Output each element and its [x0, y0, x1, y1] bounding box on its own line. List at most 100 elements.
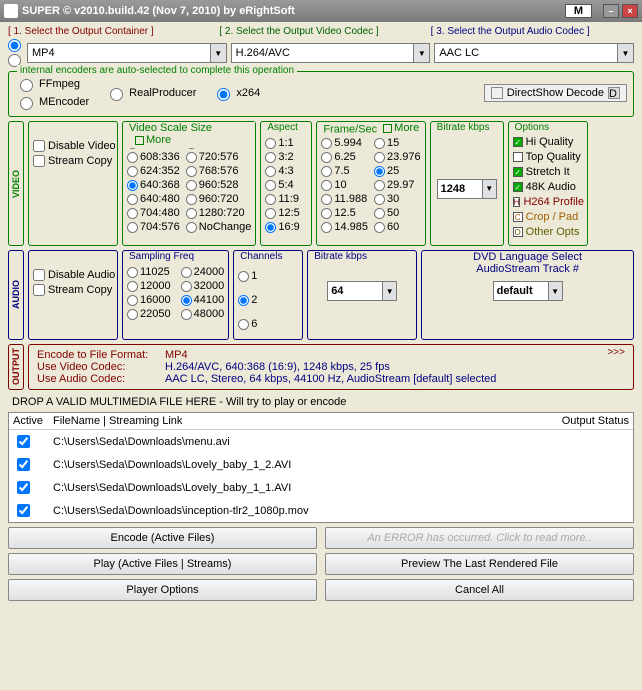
aspect-1-1[interactable]: 1:1 — [265, 136, 307, 150]
file-row[interactable]: C:\Users\Seda\Downloads\menu.avi — [9, 430, 633, 453]
freq-32000[interactable]: 32000 — [181, 279, 225, 293]
fps-10[interactable]: 10 — [321, 178, 368, 192]
audio-bitrate-select[interactable]: 64 ▼ — [327, 281, 397, 301]
opt-top-quality[interactable]: Top Quality — [513, 151, 583, 163]
chan-6[interactable]: 6 — [238, 317, 298, 331]
fps-header: Frame/Sec — [323, 124, 377, 136]
fps-5-994[interactable]: 5.994 — [321, 136, 368, 150]
disable-audio-checkbox[interactable] — [33, 269, 45, 281]
fps-25[interactable]: 25 — [374, 164, 421, 178]
chevron-down-icon[interactable]: ▼ — [210, 44, 226, 62]
scale-NoChange[interactable]: NoChange — [186, 220, 252, 234]
dvd-select[interactable]: default ▼ — [493, 281, 563, 301]
disable-video-checkbox[interactable] — [33, 140, 45, 152]
chevron-down-icon[interactable]: ▼ — [617, 44, 633, 62]
chevron-down-icon[interactable]: ▼ — [382, 282, 396, 300]
minimize-button[interactable]: – — [603, 4, 619, 18]
chan-2[interactable]: 2 — [238, 293, 298, 307]
opt-h264-profile[interactable]: HH264 Profile — [513, 196, 583, 208]
freq-24000[interactable]: 24000 — [181, 265, 225, 279]
cancel-all-button[interactable]: Cancel All — [325, 579, 634, 601]
fps-more[interactable]: More — [383, 122, 419, 134]
file-row[interactable]: C:\Users\Seda\Downloads\Lovely_baby_1_1.… — [9, 476, 633, 499]
acodec-select[interactable]: AAC LC ▼ — [434, 43, 634, 63]
aspect-12-5[interactable]: 12:5 — [265, 206, 307, 220]
scale-640-480[interactable]: 640:480 — [127, 192, 180, 206]
scale-704-480[interactable]: 704:480 — [127, 206, 180, 220]
freq-11025[interactable]: 11025 — [127, 265, 171, 279]
chan-1[interactable]: 1 — [238, 269, 298, 283]
container-radio-a[interactable] — [8, 39, 21, 52]
encoder-x264[interactable]: x264 — [212, 85, 260, 101]
aspect-11-9[interactable]: 11:9 — [265, 192, 307, 206]
freq-16000[interactable]: 16000 — [127, 293, 171, 307]
fps-11-988[interactable]: 11.988 — [321, 192, 368, 206]
file-active-checkbox[interactable] — [17, 435, 30, 448]
scale-more[interactable]: More — [135, 134, 171, 146]
aspect-header: Aspect — [265, 122, 300, 133]
aspect-3-2[interactable]: 3:2 — [265, 150, 307, 164]
fps-14-985[interactable]: 14.985 — [321, 220, 368, 234]
m-button[interactable]: M — [565, 4, 592, 18]
aspect-16-9[interactable]: 16:9 — [265, 220, 307, 234]
freq-44100[interactable]: 44100 — [181, 293, 225, 307]
file-active-checkbox[interactable] — [17, 481, 30, 494]
file-row[interactable]: C:\Users\Seda\Downloads\Lovely_baby_1_2.… — [9, 453, 633, 476]
fps-60[interactable]: 60 — [374, 220, 421, 234]
opt-stretch-it[interactable]: ✓Stretch It — [513, 166, 583, 178]
audio-stream-copy-checkbox[interactable] — [33, 284, 45, 296]
scale-960-720[interactable]: 960:720 — [186, 192, 252, 206]
fps-30[interactable]: 30 — [374, 192, 421, 206]
encoder-realproducer[interactable]: RealProducer — [105, 85, 196, 101]
encoder-mencoder[interactable]: MEncoder — [15, 94, 89, 110]
opt-crop-pad[interactable]: CCrop / Pad — [513, 211, 583, 223]
file-active-checkbox[interactable] — [17, 504, 30, 517]
scale-640-368[interactable]: 640:368 — [127, 178, 180, 192]
fps-15[interactable]: 15 — [374, 136, 421, 150]
freq-22050[interactable]: 22050 — [127, 307, 171, 321]
play-button[interactable]: Play (Active Files | Streams) — [8, 553, 317, 575]
fps-6-25[interactable]: 6.25 — [321, 150, 368, 164]
video-bitrate-select[interactable]: 1248 ▼ — [437, 179, 497, 199]
player-options-button[interactable]: Player Options — [8, 579, 317, 601]
video-bitrate-value: 1248 — [441, 183, 465, 195]
chevron-down-icon[interactable]: ▼ — [482, 180, 496, 198]
video-stream-copy-checkbox[interactable] — [33, 155, 45, 167]
file-row[interactable]: C:\Users\Seda\Downloads\inception-tlr2_1… — [9, 499, 633, 522]
opt-other-opts[interactable]: OOther Opts — [513, 226, 583, 238]
fps-12-5[interactable]: 12.5 — [321, 206, 368, 220]
freq-48000[interactable]: 48000 — [181, 307, 225, 321]
aspect-5-4[interactable]: 5:4 — [265, 178, 307, 192]
aspect-4-3[interactable]: 4:3 — [265, 164, 307, 178]
encode-button[interactable]: Encode (Active Files) — [8, 527, 317, 549]
file-active-checkbox[interactable] — [17, 458, 30, 471]
fps-29-97[interactable]: 29.97 — [374, 178, 421, 192]
opt-hi-quality[interactable]: ✓Hi Quality — [513, 136, 583, 148]
fps-7-5[interactable]: 7.5 — [321, 164, 368, 178]
scale-608-336[interactable]: 608:336 — [127, 150, 180, 164]
window-title: SUPER © v2010.build.42 (Nov 7, 2010) by … — [22, 5, 295, 17]
scale-960-528[interactable]: 960:528 — [186, 178, 252, 192]
scale-768-576[interactable]: 768:576 — [186, 164, 252, 178]
output-box: >>> Encode to File Format:MP4 Use Video … — [28, 344, 634, 390]
vcodec-select[interactable]: H.264/AVC ▼ — [231, 43, 431, 63]
container-value: MP4 — [32, 47, 55, 59]
opt-48k-audio[interactable]: ✓48K Audio — [513, 181, 583, 193]
directshow-decode-button[interactable]: DirectShow DecodeD — [484, 84, 627, 102]
video-bitrate-header: Bitrate kbps — [435, 122, 492, 133]
preview-button[interactable]: Preview The Last Rendered File — [325, 553, 634, 575]
scale-704-576[interactable]: 704:576 — [127, 220, 180, 234]
freq-12000[interactable]: 12000 — [127, 279, 171, 293]
output-expand[interactable]: >>> — [607, 347, 625, 358]
error-button[interactable]: An ERROR has occurred. Click to read mor… — [325, 527, 634, 549]
scale-720-576[interactable]: 720:576 — [186, 150, 252, 164]
close-button[interactable]: × — [622, 4, 638, 18]
chevron-down-icon[interactable]: ▼ — [413, 44, 429, 62]
container-select[interactable]: MP4 ▼ — [27, 43, 227, 63]
encoder-ffmpeg[interactable]: FFmpeg — [15, 76, 89, 92]
chevron-down-icon[interactable]: ▼ — [548, 282, 562, 300]
scale-1280-720[interactable]: 1280:720 — [186, 206, 252, 220]
fps-50[interactable]: 50 — [374, 206, 421, 220]
fps-23-976[interactable]: 23.976 — [374, 150, 421, 164]
scale-624-352[interactable]: 624:352 — [127, 164, 180, 178]
